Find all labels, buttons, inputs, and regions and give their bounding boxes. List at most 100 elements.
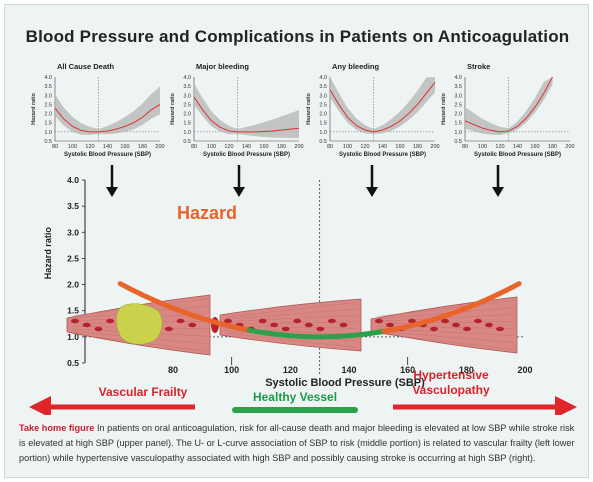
small-panel: Stroke 4.0 3.5 3.0 2.5 2.0 1.5 1.0 0.5 Hazard rat… — [441, 62, 575, 158]
main-xtick-label: 120 — [283, 365, 298, 375]
red-blood-cell — [106, 318, 115, 324]
vascular-frailty-label: Vascular Frailty — [99, 385, 188, 399]
panel-xtick-label: 120 — [85, 144, 94, 150]
panel-xtick-label: 180 — [413, 144, 422, 150]
panel-xtick-label: 100 — [68, 144, 77, 150]
main-ytick-label: 0.5 — [67, 358, 79, 368]
down-arrow-head — [366, 187, 378, 197]
panel-ytick-label: 3.5 — [183, 84, 191, 90]
panel-ytick-label: 0.5 — [319, 139, 327, 145]
panel-xtick-label: 80 — [52, 144, 58, 150]
panel-ytick-label: 3.0 — [454, 93, 462, 99]
panel-xtick-label: 120 — [224, 144, 233, 150]
main-xtick-label: 100 — [224, 365, 239, 375]
red-blood-cell — [441, 318, 449, 324]
hypertension-arrow-head — [555, 396, 577, 415]
vessel-striation — [376, 330, 515, 343]
main-ytick-label: 3.0 — [67, 227, 79, 237]
panel-ytick-label: 2.5 — [183, 102, 191, 108]
panel-ytick-label: 3.0 — [44, 93, 52, 99]
main-xtick-label: 180 — [459, 365, 474, 375]
red-blood-cell — [327, 318, 336, 324]
panel-ytick-label: 1.0 — [183, 130, 191, 136]
panel-ytick-label: 4.0 — [319, 75, 327, 81]
panel-ylabel: Hazard ratio — [31, 92, 37, 124]
panel-xlabel: Systolic Blood Pressure (SBP) — [64, 152, 151, 158]
panel-xtick-label: 200 — [294, 144, 303, 150]
panel-ci-band — [194, 83, 299, 139]
vessel-hypertensive — [370, 296, 518, 354]
panel-ytick-label: 1.0 — [454, 130, 462, 136]
panel-ytick-label: 4.0 — [454, 75, 462, 81]
vessel-striation — [376, 333, 515, 350]
main-ytick-label: 1.5 — [67, 306, 79, 316]
main-ytick-label: 4.0 — [67, 175, 79, 185]
vessel-striation — [225, 325, 359, 329]
panel-title: Major bleeding — [196, 62, 249, 71]
figure-title: Blood Pressure and Complications in Pati… — [25, 27, 570, 46]
panel-ytick-label: 2.5 — [454, 102, 462, 108]
red-blood-cell — [474, 318, 482, 324]
red-blood-cell — [339, 322, 348, 328]
frailty-arrow-head — [29, 396, 51, 415]
panel-ylabel: Hazard ratio — [170, 92, 176, 124]
panel-xtick-label: 140 — [378, 144, 387, 150]
red-blood-cell — [316, 326, 325, 332]
red-blood-cell — [94, 326, 103, 332]
panel-xtick-label: 100 — [343, 144, 352, 150]
panel-ytick-label: 1.5 — [319, 121, 327, 127]
main-ytick-label: 2.5 — [67, 253, 79, 263]
vessel-striation — [225, 332, 359, 348]
panel-xtick-label: 180 — [138, 144, 147, 150]
main-ylabel: Hazard ratio — [43, 227, 53, 280]
small-panel: All Cause Death 4.0 3.5 3.0 2.5 2.0 1.5 1.0 0.5 H… — [31, 62, 165, 158]
plaque — [116, 303, 163, 345]
panel-xtick-label: 180 — [277, 144, 286, 150]
vessel-striation — [376, 300, 515, 317]
vessel-striation — [225, 308, 359, 320]
red-blood-cell — [176, 318, 185, 324]
panel-ytick-label: 1.5 — [183, 121, 191, 127]
hazard-label: Hazard — [177, 203, 237, 223]
hypertensive-label-line2: Vasculopathy — [412, 383, 490, 397]
panel-xtick-label: 120 — [360, 144, 369, 150]
red-blood-cell — [304, 322, 313, 328]
red-blood-cell — [188, 322, 197, 328]
vessel-striation — [225, 302, 359, 318]
panel-ytick-label: 4.0 — [44, 75, 52, 81]
panel-ytick-label: 3.0 — [183, 93, 191, 99]
panel-ytick-label: 1.5 — [44, 121, 52, 127]
down-arrow-head — [233, 187, 245, 197]
red-blood-cell — [408, 318, 416, 324]
panel-ci-band — [330, 77, 435, 135]
panel-title: All Cause Death — [57, 62, 115, 71]
panel-ytick-label: 1.0 — [44, 130, 52, 136]
panel-xtick-label: 140 — [103, 144, 112, 150]
panel-xtick-label: 120 — [495, 144, 504, 150]
red-blood-cell — [386, 322, 394, 328]
panel-ytick-label: 2.0 — [44, 112, 52, 118]
panel-ytick-label: 1.5 — [454, 121, 462, 127]
panel-ytick-label: 3.5 — [319, 84, 327, 90]
panel-hazard-curve — [193, 96, 300, 133]
panel-xtick-label: 80 — [327, 144, 333, 150]
red-blood-cell — [224, 318, 232, 324]
down-arrow-head — [492, 187, 504, 197]
panel-ytick-label: 1.0 — [319, 130, 327, 136]
panel-ci-band — [465, 77, 553, 136]
panel-xtick-label: 140 — [513, 144, 522, 150]
main-xtick-label: 140 — [341, 365, 356, 375]
panel-ytick-label: 3.5 — [44, 84, 52, 90]
red-blood-cell — [71, 318, 79, 324]
vessel-illustrations — [66, 294, 518, 356]
red-blood-cell — [496, 326, 504, 332]
red-blood-cell — [164, 326, 173, 332]
red-blood-cell — [281, 326, 290, 332]
main-ytick-label: 2.0 — [67, 280, 79, 290]
small-panel: Any bleeding 4.0 3.5 3.0 2.5 2.0 1.5 1.0 0.5 Haza… — [306, 62, 440, 158]
red-blood-cell — [463, 326, 471, 332]
panel-xtick-label: 200 — [430, 144, 439, 150]
healthy-vessel-label: Healthy Vessel — [253, 390, 337, 404]
red-blood-cell — [82, 322, 91, 328]
panel-xtick-label: 140 — [242, 144, 251, 150]
